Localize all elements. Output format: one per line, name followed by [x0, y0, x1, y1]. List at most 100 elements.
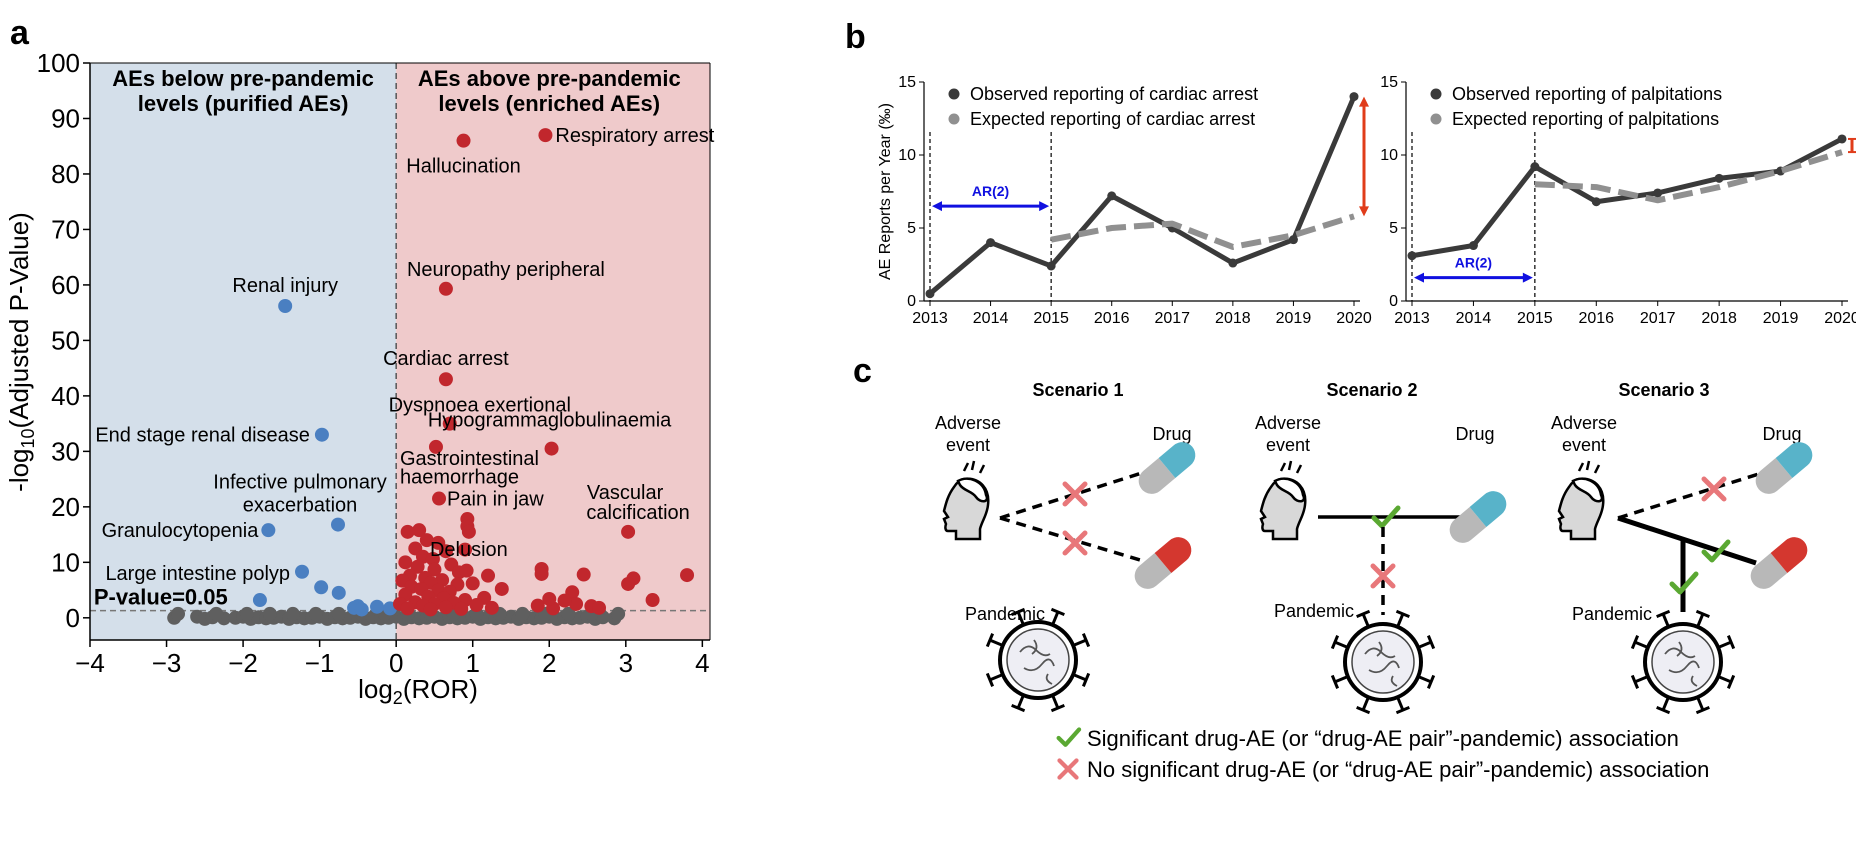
- x-tick-label: −2: [228, 648, 258, 678]
- series-point: [1107, 191, 1117, 201]
- point-enriched: [423, 602, 438, 617]
- y-tick-label: 90: [51, 103, 80, 133]
- virus-spike: [1361, 613, 1370, 628]
- point-label: Cardiac arrest: [383, 348, 509, 370]
- series-point: [1046, 261, 1056, 271]
- y-tick-label: 5: [1389, 220, 1398, 237]
- point-label: Neuropathy peripheral: [407, 259, 605, 281]
- dashed-connector: [1617, 471, 1763, 520]
- virus-spike-tip: [1630, 674, 1640, 689]
- cross-icon: [1057, 758, 1079, 780]
- point-enriched: [412, 523, 427, 538]
- point-enriched: [459, 563, 474, 578]
- series-point: [1530, 162, 1540, 172]
- region-left-title: AEs below pre-pandemic: [112, 66, 374, 91]
- pain-mark: [1577, 462, 1585, 472]
- virus-spike: [989, 673, 1004, 682]
- scenario-diagram: Scenario 1 Scenario 2 Scenario 3Adverseeve…: [935, 380, 1813, 782]
- y-tick-label: 60: [51, 270, 80, 300]
- point-enriched: [419, 533, 434, 548]
- region-enriched: [396, 63, 710, 640]
- y-tick-label: 70: [51, 214, 80, 244]
- series-point: [1349, 92, 1359, 102]
- legend-label: Expected reporting of cardiac arrest: [970, 109, 1255, 129]
- ar-arrowhead: [932, 201, 942, 212]
- point-purified: [370, 599, 385, 614]
- x-tick-label: 2017: [1154, 310, 1190, 327]
- series-point: [1228, 258, 1238, 268]
- point-label: Delusion: [430, 539, 508, 561]
- point-label: exacerbation: [243, 495, 358, 517]
- point-purified: [331, 585, 346, 600]
- x-tick-label: 0: [389, 648, 403, 678]
- series-point: [1591, 197, 1601, 207]
- x-tick-label: 2016: [1094, 310, 1130, 327]
- legend-marker: [1430, 113, 1442, 125]
- legend-label: Expected reporting of palpitations: [1452, 109, 1719, 129]
- point-label: Pain in jaw: [447, 489, 544, 511]
- virus-spike-tip: [1356, 609, 1371, 619]
- point-enriched: [428, 439, 443, 454]
- point-insignificant: [331, 606, 346, 621]
- virus-spike: [1072, 673, 1087, 682]
- legend-text: No significant drug-AE (or “drug-AE pair…: [1087, 757, 1709, 782]
- x-tick-label: 2020: [1824, 310, 1856, 327]
- point-enriched: [569, 596, 584, 611]
- virus-spike: [989, 638, 1004, 647]
- y-tick-label: 10: [898, 147, 916, 164]
- virus-spike-tip: [1726, 674, 1736, 689]
- point-label: haemorrhage: [400, 467, 519, 489]
- pill-half: [1449, 507, 1487, 543]
- pill-half: [1138, 458, 1176, 494]
- x-tick-label: −1: [305, 648, 335, 678]
- virus-icon: [1330, 609, 1436, 715]
- point-label: Respiratory arrest: [555, 125, 714, 147]
- series-point: [986, 238, 996, 248]
- virus-core: [1651, 630, 1715, 694]
- cross-icon: [1701, 476, 1727, 502]
- point-enriched: [454, 601, 469, 616]
- region-purified: [90, 63, 397, 640]
- point-enriched: [465, 576, 480, 591]
- point-enriched: [438, 372, 453, 387]
- virus-icon: [985, 607, 1091, 713]
- y-tick-label: 80: [51, 159, 80, 189]
- y-tick-label: 20: [51, 492, 80, 522]
- virus-spike: [1634, 640, 1649, 649]
- series-line: [928, 95, 1357, 296]
- point-label: Dyspnoea exertional: [389, 395, 571, 417]
- virus-spike-tip: [1081, 633, 1091, 648]
- x-tick-label: 2017: [1640, 310, 1676, 327]
- pill-half: [1469, 491, 1507, 527]
- point-enriched: [621, 524, 636, 539]
- virus-spike-tip: [1426, 635, 1436, 650]
- point-purified: [314, 427, 329, 442]
- virus-rna: [1019, 639, 1055, 685]
- virus-spike-tip: [1330, 635, 1340, 650]
- head-top: [1273, 477, 1306, 503]
- x-tick-label: 2019: [1276, 310, 1312, 327]
- drug-label: Drug: [1762, 424, 1801, 444]
- point-enriched: [680, 568, 695, 583]
- virus-spike: [1634, 675, 1649, 684]
- cross-icon: [1062, 481, 1088, 507]
- point-purified: [278, 299, 293, 314]
- virus-spike: [1072, 638, 1087, 647]
- x-tick-label: 2018: [1215, 310, 1251, 327]
- ar-arrowhead: [1522, 272, 1533, 283]
- legend-marker: [948, 88, 960, 100]
- region-right-title: levels (enriched AEs): [438, 91, 660, 116]
- series-point: [1714, 173, 1724, 183]
- pill-icon: [1138, 442, 1196, 494]
- virus-spike-tip: [1695, 609, 1710, 619]
- virus-spike: [1051, 694, 1060, 709]
- point-enriched: [494, 581, 509, 596]
- virus-spike-tip: [1330, 674, 1340, 689]
- virus-spike: [1361, 696, 1370, 711]
- virus-spike: [1051, 611, 1060, 626]
- virus-spike-tip: [1011, 703, 1026, 713]
- point-purified: [354, 602, 369, 617]
- series-line: [1411, 136, 1844, 259]
- point-insignificant: [209, 606, 224, 621]
- legend-label: Observed reporting of cardiac arrest: [970, 84, 1258, 104]
